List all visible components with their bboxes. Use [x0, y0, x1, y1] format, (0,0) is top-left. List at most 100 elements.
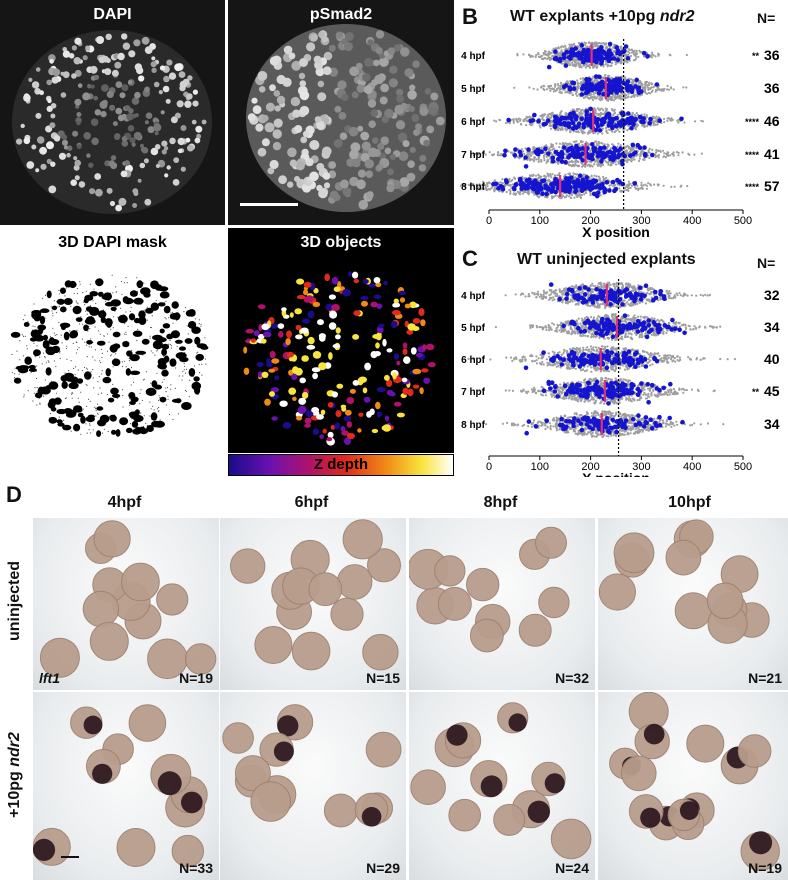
mask-speck — [78, 346, 80, 349]
data-point — [523, 164, 529, 169]
background-point — [626, 158, 630, 161]
3d-object — [418, 308, 425, 317]
background-point — [547, 56, 550, 59]
cell-signal — [396, 94, 405, 103]
mask-speck — [82, 408, 84, 410]
background-point — [654, 90, 657, 93]
mask-blob — [115, 429, 121, 437]
row-label: 5 hpf — [461, 84, 486, 95]
mask-speck — [92, 377, 94, 379]
mask-blob — [53, 398, 62, 404]
background-point — [605, 129, 608, 132]
mask-speck — [94, 406, 96, 408]
mask-blob — [103, 292, 112, 301]
background-point — [616, 113, 619, 116]
mask-blob — [188, 321, 197, 329]
mask-speck — [130, 366, 133, 369]
background-point — [619, 144, 622, 147]
3d-object — [292, 396, 297, 401]
3d-object — [302, 318, 310, 324]
background-point — [654, 123, 657, 126]
3d-object — [288, 387, 297, 395]
nucleus — [129, 137, 136, 144]
nucleus — [40, 163, 47, 170]
background-point — [639, 154, 642, 157]
mask-blob — [102, 376, 112, 384]
background-point — [650, 56, 653, 59]
background-point — [613, 109, 616, 113]
nucleus — [132, 188, 139, 195]
nucleus — [110, 162, 118, 170]
3d-object — [316, 414, 324, 420]
3d-object — [376, 386, 386, 393]
mask-speck — [186, 325, 188, 327]
background-point — [588, 93, 591, 97]
mask-blob — [166, 333, 174, 340]
data-point — [566, 124, 572, 130]
background-point — [581, 132, 584, 135]
background-point — [522, 53, 525, 56]
3d-object — [372, 334, 381, 339]
background-point — [643, 113, 646, 116]
background-point — [501, 178, 504, 181]
nucleus — [39, 90, 44, 96]
3d-object — [342, 288, 351, 297]
nucleus — [144, 198, 152, 206]
mask-speck — [89, 305, 92, 307]
mask-speck — [36, 390, 39, 392]
background-point — [560, 51, 564, 54]
nucleus — [180, 166, 186, 172]
background-point — [606, 161, 609, 164]
mask-blob — [181, 402, 192, 410]
dapi-mask-blobs — [10, 274, 209, 437]
3d-object — [271, 416, 278, 421]
data-point — [625, 79, 631, 84]
mask-speck — [41, 297, 44, 299]
3d-object — [328, 352, 333, 360]
background-point — [541, 116, 544, 119]
background-point — [634, 114, 637, 117]
background-point — [636, 124, 640, 127]
background-point — [645, 81, 648, 84]
nucleus — [74, 175, 80, 181]
data-point — [563, 63, 569, 68]
cell-signal — [365, 170, 373, 178]
mask-speck — [142, 379, 144, 381]
3d-object — [243, 367, 250, 375]
background-point — [552, 47, 555, 50]
mask-speck — [158, 410, 160, 412]
mask-blob — [104, 301, 115, 307]
mask-blob — [128, 392, 136, 399]
background-point — [631, 49, 634, 52]
background-point — [610, 76, 613, 79]
3d-object — [269, 350, 276, 359]
mask-speck — [11, 353, 13, 356]
background-point — [577, 61, 580, 64]
mask-speck — [32, 325, 34, 327]
nucleus — [187, 144, 194, 152]
mask-speck — [63, 419, 65, 421]
background-point — [614, 163, 618, 166]
3d-object — [304, 423, 311, 428]
cell-signal — [276, 74, 286, 85]
background-point — [553, 147, 556, 150]
3d-object — [344, 437, 351, 445]
mask-speck — [56, 334, 58, 336]
background-point — [599, 165, 602, 168]
nucleus — [46, 105, 53, 112]
3d-object — [412, 368, 422, 375]
mask-speck — [52, 312, 54, 314]
nucleus — [78, 181, 86, 188]
mask-speck — [185, 368, 187, 370]
background-point — [670, 117, 673, 120]
mask-blob — [171, 301, 179, 309]
cell-signal — [333, 139, 343, 148]
3d-object — [320, 409, 326, 415]
mask-speck — [130, 306, 132, 308]
mask-speck — [26, 348, 28, 350]
3d-object — [291, 373, 298, 381]
mask-speck — [136, 290, 139, 292]
nucleus — [60, 71, 65, 76]
mask-speck — [58, 305, 61, 308]
background-point — [652, 86, 655, 89]
